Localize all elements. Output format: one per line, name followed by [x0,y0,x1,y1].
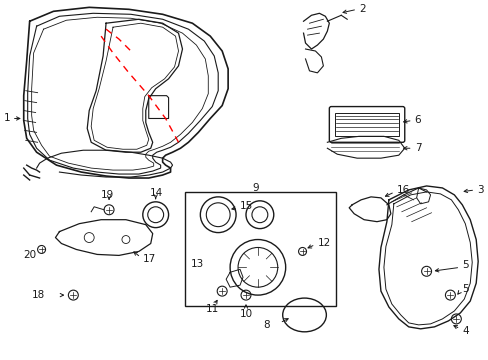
Text: 9: 9 [252,183,259,193]
Text: 5: 5 [461,260,468,270]
Text: 17: 17 [142,255,156,264]
Text: 2: 2 [358,4,365,14]
Text: 4: 4 [461,326,468,336]
Text: 13: 13 [190,259,203,269]
Text: 18: 18 [32,290,45,300]
Bar [335,113,398,136]
Text: 1: 1 [4,113,10,123]
Text: 6: 6 [414,116,421,126]
Text: 11: 11 [206,304,219,314]
Text: 14: 14 [149,188,163,198]
Text: 7: 7 [414,143,421,153]
Text: 15: 15 [240,201,253,211]
Text: 12: 12 [317,238,330,248]
Text: 16: 16 [396,185,409,195]
Text: 8: 8 [263,320,269,330]
Text: 19: 19 [101,190,114,200]
Text: 20: 20 [24,251,37,260]
Bar [185,192,336,306]
Text: 3: 3 [476,185,483,195]
Text: 5: 5 [461,284,468,294]
Text: 10: 10 [240,309,253,319]
